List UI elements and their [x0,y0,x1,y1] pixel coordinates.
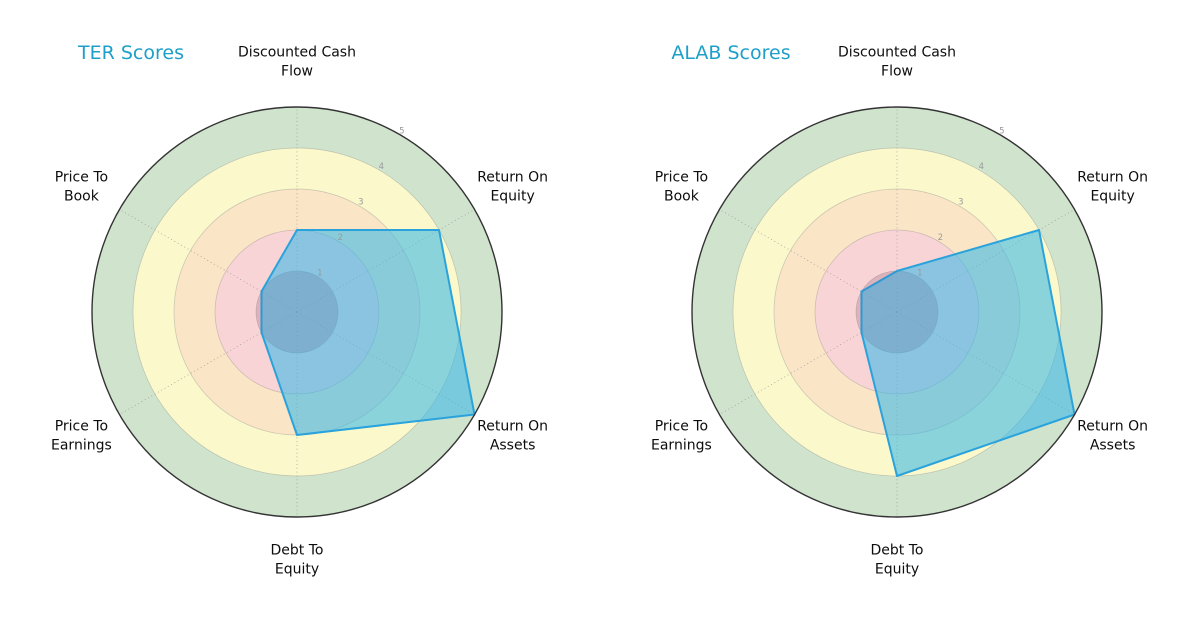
radial-tick-2: 2 [938,233,943,243]
axis-label-price-to-earnings: Price To Earnings [651,418,712,454]
chart-title-alab: ALAB Scores [671,42,791,64]
radar-plot-ter: 1 2 3 4 5 [91,106,503,518]
axis-label-discounted-cash-flow: Discounted Cash Flow [238,44,356,80]
radar-plot-alab: 1 2 3 4 5 [691,106,1103,518]
radial-tick-4: 4 [379,162,384,172]
center-shade [256,271,338,353]
outer-circle [91,106,503,518]
radial-tick-3: 3 [958,197,963,207]
axis-label-return-on-assets: Return On Assets [1077,418,1148,454]
axis-label-return-on-equity: Return On Equity [477,169,548,205]
axis-label-return-on-equity: Return On Equity [1077,169,1148,205]
radar-chart-alab: 1 2 3 4 5 ALAB Scores Discounted Cash Flow Retu… [600,0,1200,625]
axis-label-price-to-book: Price To Book [54,169,109,205]
axis-label-discounted-cash-flow: Discounted Cash Flow [838,44,956,80]
axis-label-debt-to-equity: Debt To Equity [270,542,324,578]
radial-tick-labels: 1 2 3 4 5 [917,126,1004,278]
axis-label-return-on-assets: Return On Assets [477,418,548,454]
radial-tick-labels: 1 2 3 4 5 [317,126,404,278]
radial-tick-3: 3 [358,197,363,207]
radial-tick-5: 5 [999,126,1004,136]
axis-label-price-to-earnings: Price To Earnings [51,418,112,454]
outer-circle [691,106,1103,518]
axis-label-price-to-book: Price To Book [654,169,709,205]
score-polygon [860,229,1076,477]
radial-tick-2: 2 [338,233,343,243]
radial-tick-5: 5 [399,126,404,136]
chart-title-ter: TER Scores [78,42,184,64]
radial-tick-1: 1 [917,268,922,278]
radial-tick-1: 1 [317,268,322,278]
score-polygon [260,229,476,436]
center-shade [856,271,938,353]
radar-chart-ter: 1 2 3 4 5 TER Scores Discounted Cash Flow Retur… [51,42,548,578]
radial-tick-4: 4 [979,162,984,172]
axis-label-debt-to-equity: Debt To Equity [870,542,924,578]
